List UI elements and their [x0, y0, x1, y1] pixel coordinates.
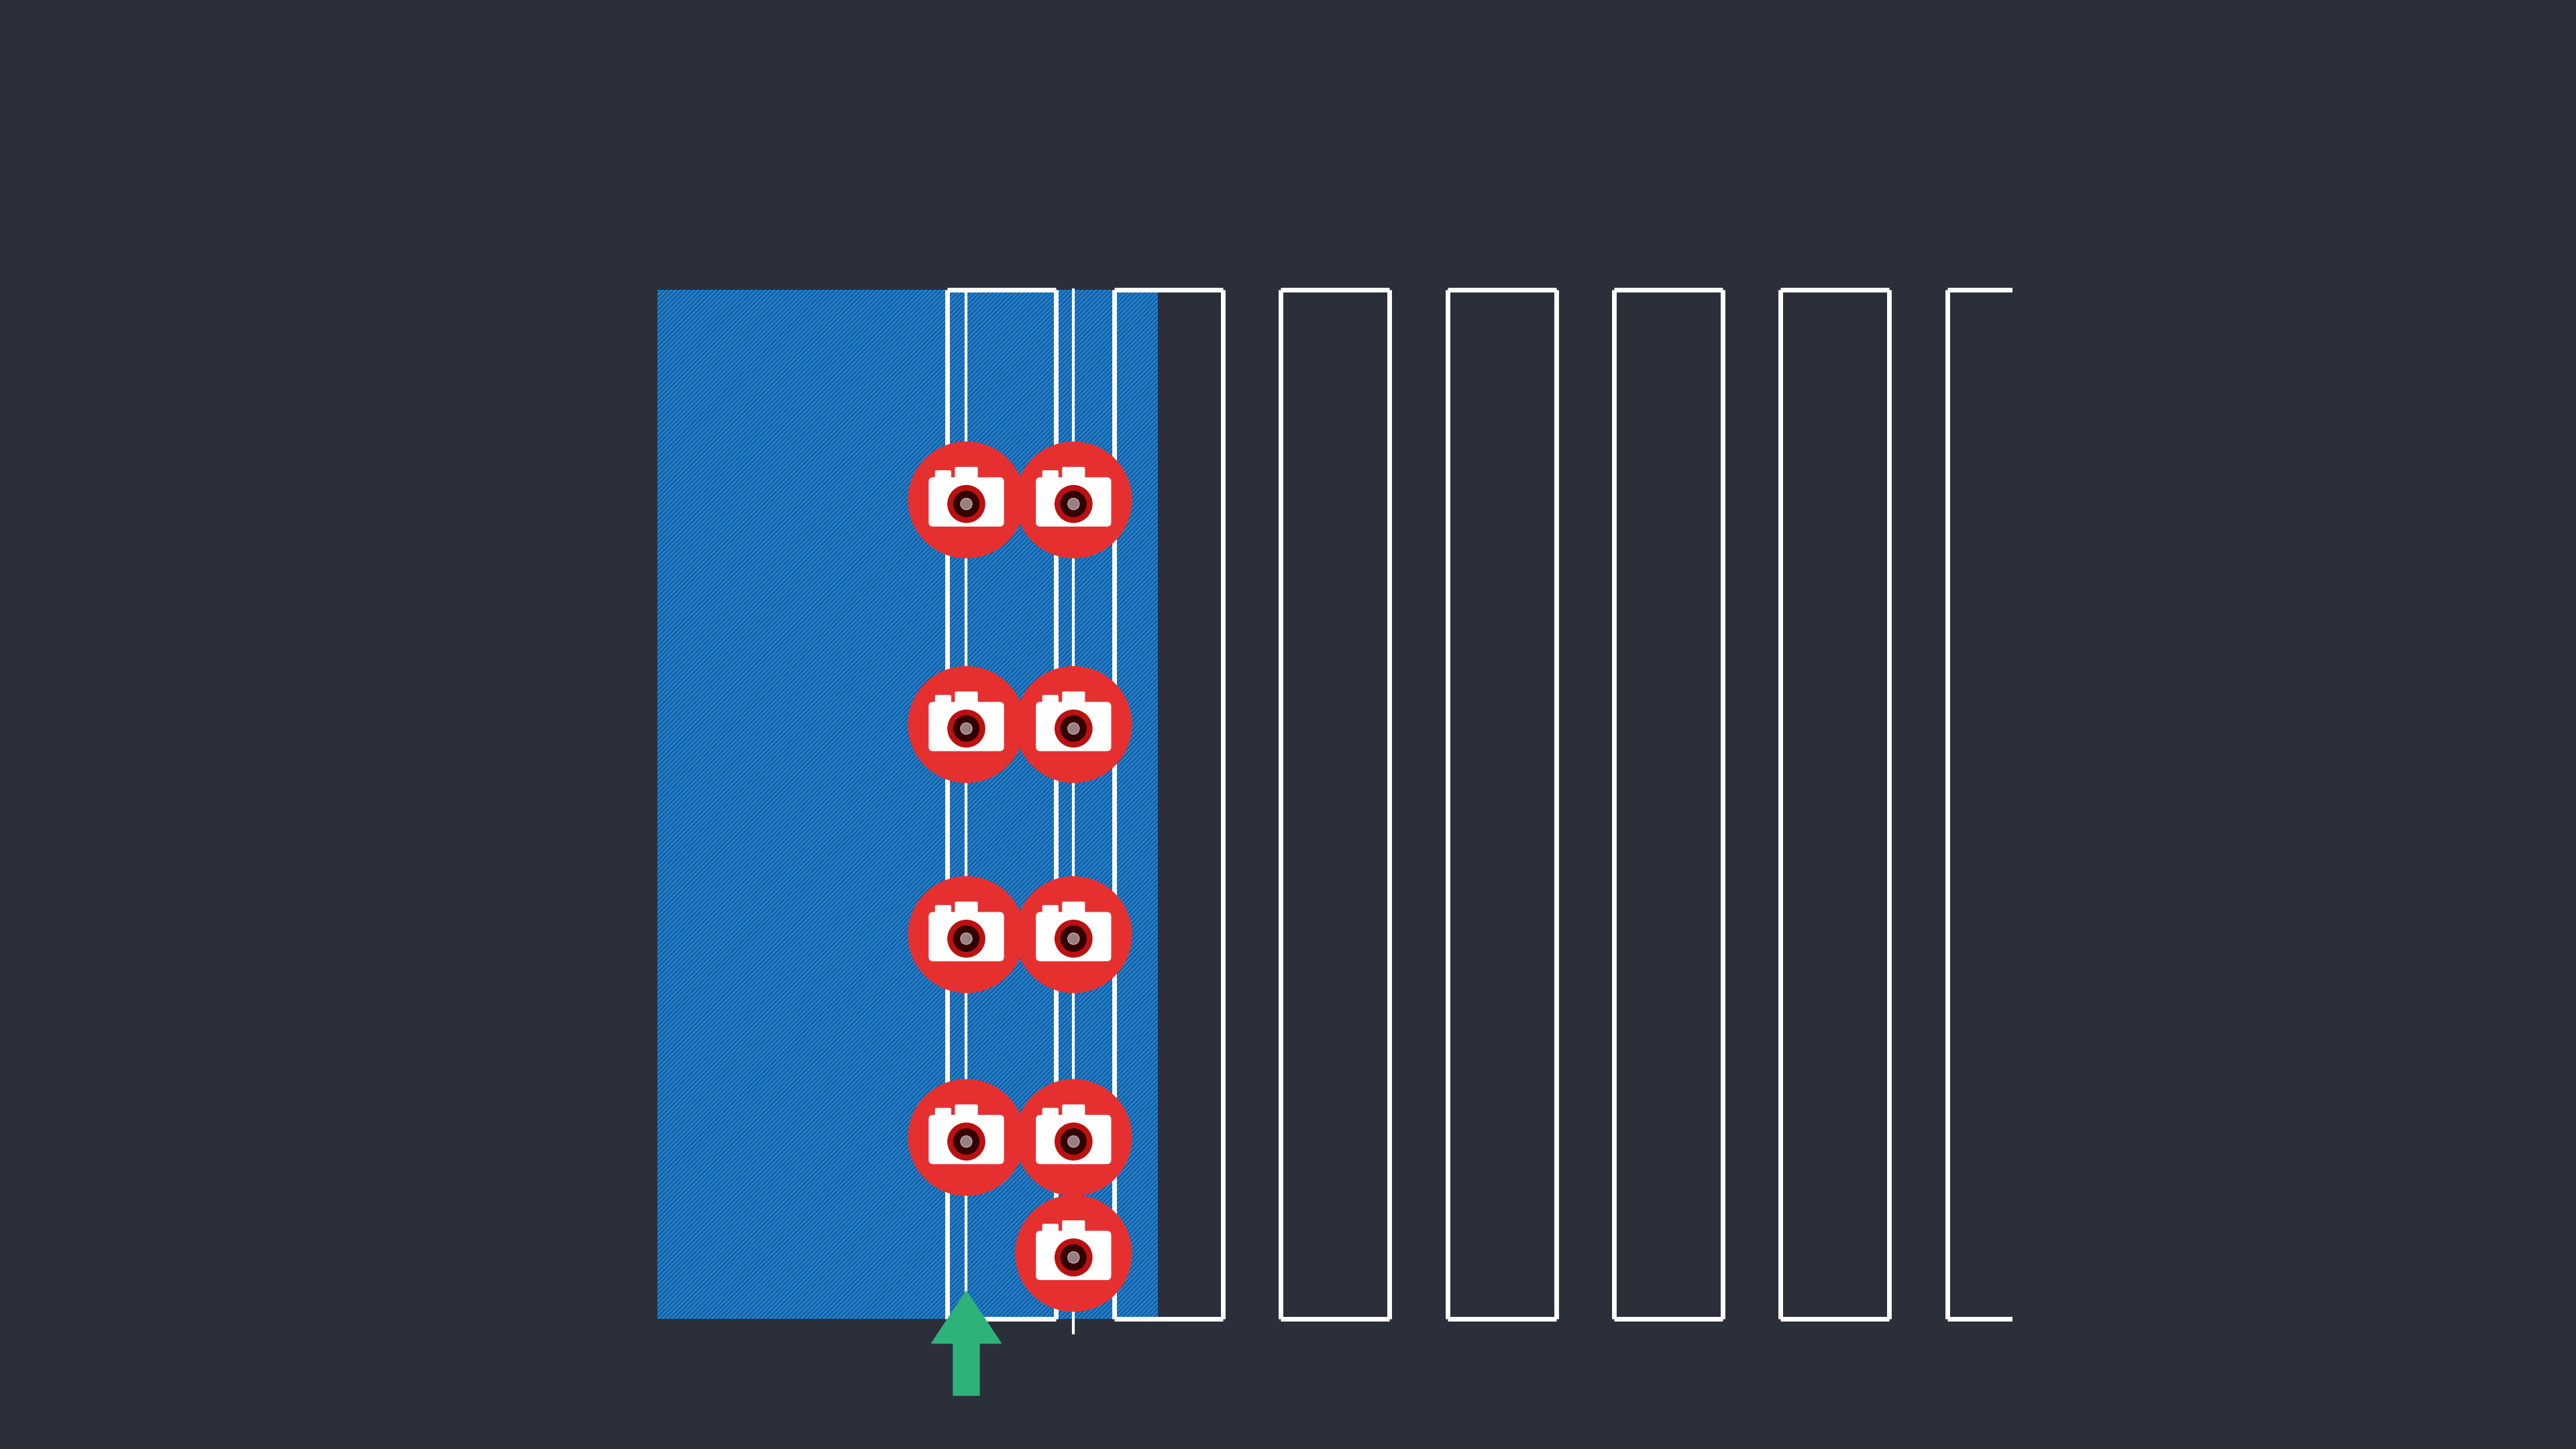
Circle shape — [961, 1136, 971, 1148]
FancyBboxPatch shape — [930, 701, 1005, 751]
Circle shape — [948, 485, 984, 523]
FancyBboxPatch shape — [1043, 906, 1059, 919]
FancyBboxPatch shape — [930, 1114, 1005, 1164]
Circle shape — [909, 667, 1025, 782]
Circle shape — [948, 710, 984, 748]
Circle shape — [1015, 1195, 1131, 1311]
FancyBboxPatch shape — [930, 911, 1005, 961]
FancyBboxPatch shape — [1061, 1220, 1084, 1239]
Circle shape — [1066, 933, 1079, 945]
Circle shape — [1015, 442, 1131, 558]
Circle shape — [1061, 926, 1087, 952]
Circle shape — [1066, 723, 1079, 735]
Circle shape — [1056, 920, 1092, 958]
Circle shape — [953, 926, 979, 952]
FancyArrow shape — [933, 1291, 1002, 1395]
Circle shape — [1056, 485, 1092, 523]
Circle shape — [1056, 1123, 1092, 1161]
FancyBboxPatch shape — [1036, 1114, 1110, 1164]
FancyBboxPatch shape — [956, 901, 979, 920]
Circle shape — [953, 1129, 979, 1155]
Circle shape — [961, 498, 971, 510]
Circle shape — [909, 442, 1025, 558]
Circle shape — [909, 877, 1025, 993]
FancyBboxPatch shape — [935, 1108, 951, 1122]
FancyBboxPatch shape — [1036, 911, 1110, 961]
Circle shape — [961, 723, 971, 735]
Bar — [657, 290, 1157, 1319]
Circle shape — [1015, 667, 1131, 782]
FancyBboxPatch shape — [1061, 1104, 1084, 1123]
Circle shape — [1061, 1245, 1087, 1271]
Circle shape — [1015, 1080, 1131, 1195]
Circle shape — [909, 1080, 1025, 1195]
Circle shape — [1066, 1252, 1079, 1264]
FancyBboxPatch shape — [935, 471, 951, 484]
Circle shape — [1066, 498, 1079, 510]
FancyBboxPatch shape — [956, 467, 979, 485]
FancyBboxPatch shape — [956, 1104, 979, 1123]
Bar — [657, 290, 1157, 1319]
FancyBboxPatch shape — [1043, 1108, 1059, 1122]
Circle shape — [948, 920, 984, 958]
Circle shape — [961, 933, 971, 945]
Circle shape — [1056, 710, 1092, 748]
FancyBboxPatch shape — [1043, 1224, 1059, 1237]
Circle shape — [1015, 877, 1131, 993]
Circle shape — [1056, 1239, 1092, 1277]
Circle shape — [953, 491, 979, 517]
FancyBboxPatch shape — [935, 696, 951, 709]
Circle shape — [1061, 1129, 1087, 1155]
FancyBboxPatch shape — [1061, 467, 1084, 485]
FancyBboxPatch shape — [1036, 701, 1110, 751]
Circle shape — [953, 716, 979, 742]
FancyBboxPatch shape — [1036, 1230, 1110, 1279]
FancyBboxPatch shape — [1036, 477, 1110, 526]
Circle shape — [1061, 716, 1087, 742]
FancyBboxPatch shape — [1043, 471, 1059, 484]
Circle shape — [1066, 1136, 1079, 1148]
Circle shape — [1061, 491, 1087, 517]
FancyBboxPatch shape — [930, 477, 1005, 526]
FancyBboxPatch shape — [1043, 696, 1059, 709]
FancyBboxPatch shape — [1061, 691, 1084, 710]
FancyBboxPatch shape — [1061, 901, 1084, 920]
Circle shape — [948, 1123, 984, 1161]
FancyBboxPatch shape — [956, 691, 979, 710]
FancyBboxPatch shape — [935, 906, 951, 919]
